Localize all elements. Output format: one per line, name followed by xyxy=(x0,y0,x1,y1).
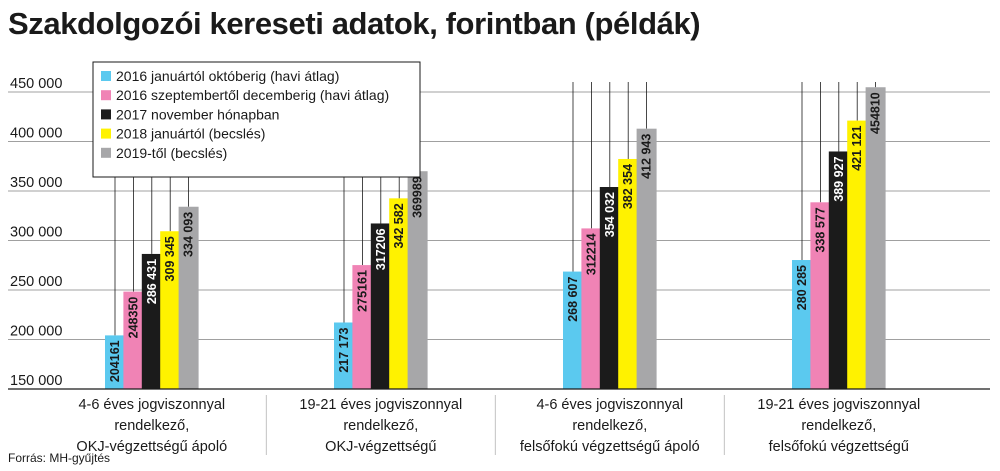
legend-entry: 2018 januártól (becslés) xyxy=(116,126,265,142)
bar xyxy=(160,231,181,389)
y-tick-label: 150 000 xyxy=(10,373,62,389)
bar xyxy=(370,223,391,389)
bar-value-label: 268 607 xyxy=(566,277,580,322)
bar-value-label: 454810 xyxy=(869,92,883,134)
bar xyxy=(828,151,849,389)
bar xyxy=(123,291,144,389)
legend-entry: 2016 januártól októberig (havi átlag) xyxy=(116,68,339,84)
x-category-label: felsőfokú végzettségű xyxy=(769,439,909,455)
y-tick-label: 200 000 xyxy=(10,324,62,340)
bar xyxy=(618,158,639,389)
legend-swatch xyxy=(101,109,111,120)
bar xyxy=(389,198,410,389)
bar-value-label: 421 121 xyxy=(850,126,864,171)
bar xyxy=(599,187,620,389)
bar xyxy=(792,260,812,389)
x-category-label: 4-6 éves jogviszonnyal xyxy=(536,397,683,413)
bar-value-label: 312214 xyxy=(584,233,598,275)
bar-value-label: 342 582 xyxy=(392,203,406,248)
legend-entry: 2016 szeptembertől decemberig (havi átla… xyxy=(116,87,389,103)
x-category-label: 4-6 éves jogviszonnyal xyxy=(78,397,225,413)
legend-box xyxy=(92,61,421,178)
x-category-label: 19-21 éves jogviszonnyal xyxy=(757,397,920,413)
y-tick-label: 300 000 xyxy=(10,225,62,241)
legend-entry: 2019-től (becslés) xyxy=(116,145,227,161)
bar-value-label: 309 345 xyxy=(163,236,177,281)
bar xyxy=(810,202,831,389)
bar xyxy=(141,253,162,389)
y-tick-label: 250 000 xyxy=(10,274,62,290)
legend-swatch xyxy=(101,71,111,81)
chart-title: Szakdolgozói kereseti adatok, forintban … xyxy=(8,6,701,41)
bar xyxy=(636,128,657,389)
bar-value-label: 204161 xyxy=(108,340,122,382)
bar xyxy=(407,171,428,389)
x-category-label: 19-21 éves jogviszonnyal xyxy=(299,397,462,413)
bar-value-label: 369989 xyxy=(411,176,425,218)
x-category-label: rendelkező, xyxy=(114,418,189,434)
bar xyxy=(334,322,354,389)
x-category-label: rendelkező, xyxy=(343,418,418,434)
bar xyxy=(581,228,602,389)
y-tick-label: 400 000 xyxy=(10,126,62,142)
x-category-label: rendelkező, xyxy=(572,418,647,434)
source-note: Forrás: MH-gyűjtés xyxy=(8,451,111,465)
bar xyxy=(105,335,125,389)
bar-value-label: 354 032 xyxy=(603,192,617,237)
legend-swatch xyxy=(101,128,111,139)
legend-swatch xyxy=(101,147,111,158)
bar xyxy=(847,120,868,389)
bar xyxy=(563,271,583,389)
bar-value-label: 389 927 xyxy=(832,156,846,201)
bar-value-label: 217 173 xyxy=(337,327,351,372)
bar-value-label: 334 093 xyxy=(182,212,196,257)
legend-swatch xyxy=(101,90,111,101)
legend-entry: 2017 november hónapban xyxy=(116,106,279,122)
bar-value-label: 412 943 xyxy=(640,134,654,179)
bar-value-label: 338 577 xyxy=(813,207,827,252)
x-category-label: OKJ-végzettségű ápoló xyxy=(76,439,227,455)
y-tick-label: 450 000 xyxy=(10,76,62,92)
bar-value-label: 280 285 xyxy=(795,265,809,310)
x-category-label: OKJ-végzettségű xyxy=(325,439,436,455)
bar xyxy=(865,87,886,389)
bar-value-label: 248350 xyxy=(126,297,140,339)
bar xyxy=(178,206,199,389)
bar xyxy=(352,265,373,389)
bar-value-label: 382 354 xyxy=(621,164,635,209)
bar-value-label: 286 431 xyxy=(145,259,159,304)
bar-value-label: 317206 xyxy=(374,228,388,270)
x-category-label: rendelkező, xyxy=(801,418,876,434)
x-category-label: felsőfokú végzettségű ápoló xyxy=(520,439,700,455)
y-tick-label: 350 000 xyxy=(10,175,62,191)
bar-value-label: 275161 xyxy=(355,270,369,312)
